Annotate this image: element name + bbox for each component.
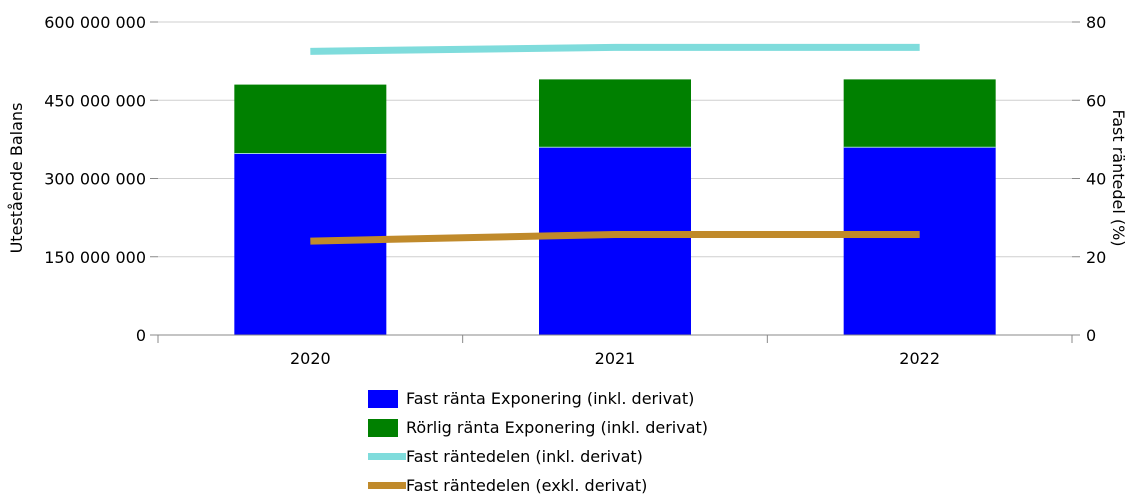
right-tick-label: 60: [1086, 91, 1106, 110]
legend-swatch: [368, 418, 398, 437]
right-axis-ticks: 0 20 40 60 80: [1086, 13, 1106, 345]
series-lines: [310, 43, 920, 245]
right-axis-title: Fast räntedel (%): [1109, 109, 1128, 246]
left-tick-label: 150 000 000: [44, 248, 146, 267]
x-tick-label: 2022: [899, 349, 940, 368]
left-tick-label: 450 000 000: [44, 91, 146, 110]
bar: [539, 147, 691, 335]
right-tick-label: 40: [1086, 170, 1106, 189]
legend-label: Fast ränta Exponering (inkl. derivat): [406, 389, 695, 408]
bar: [843, 147, 996, 335]
legend-label: Fast räntedelen (exkl. derivat): [406, 476, 648, 495]
axes: [150, 21, 1080, 343]
legend-item: Rörlig ränta Exponering (inkl. derivat): [368, 413, 708, 442]
legend: Fast ränta Exponering (inkl. derivat) Rö…: [368, 384, 708, 500]
left-axis-ticks: 0 150 000 000 300 000 000 450 000 000 600 00…: [44, 13, 146, 345]
series-line: [310, 43, 920, 55]
left-axis-title: Utestående Balans: [7, 103, 26, 254]
bar: [234, 84, 387, 154]
legend-swatch: [368, 482, 406, 489]
bar: [234, 153, 387, 335]
left-tick-label: 600 000 000: [44, 13, 146, 32]
legend-item: Fast ränta Exponering (inkl. derivat): [368, 384, 708, 413]
legend-item: Fast räntedelen (exkl. derivat): [368, 471, 708, 500]
legend-swatch: [368, 453, 406, 460]
legend-label: Rörlig ränta Exponering (inkl. derivat): [406, 418, 709, 437]
right-tick-label: 0: [1086, 326, 1096, 345]
left-tick-label: 300 000 000: [44, 170, 146, 189]
legend-label: Fast räntedelen (inkl. derivat): [406, 447, 643, 466]
x-axis-ticks: 2020 2021 2022: [290, 349, 940, 368]
bar: [539, 79, 691, 148]
series-line: [310, 230, 920, 245]
chart: 0 150 000 000 300 000 000 450 000 000 600 00…: [7, 13, 1128, 368]
left-tick-label: 0: [136, 326, 146, 345]
bar: [843, 79, 996, 148]
legend-item: Fast räntedelen (inkl. derivat): [368, 442, 708, 471]
legend-swatch: [368, 389, 398, 408]
bars: [234, 79, 996, 335]
x-tick-label: 2020: [290, 349, 331, 368]
x-tick-label: 2021: [595, 349, 636, 368]
right-tick-label: 80: [1086, 13, 1106, 32]
right-tick-label: 20: [1086, 248, 1106, 267]
